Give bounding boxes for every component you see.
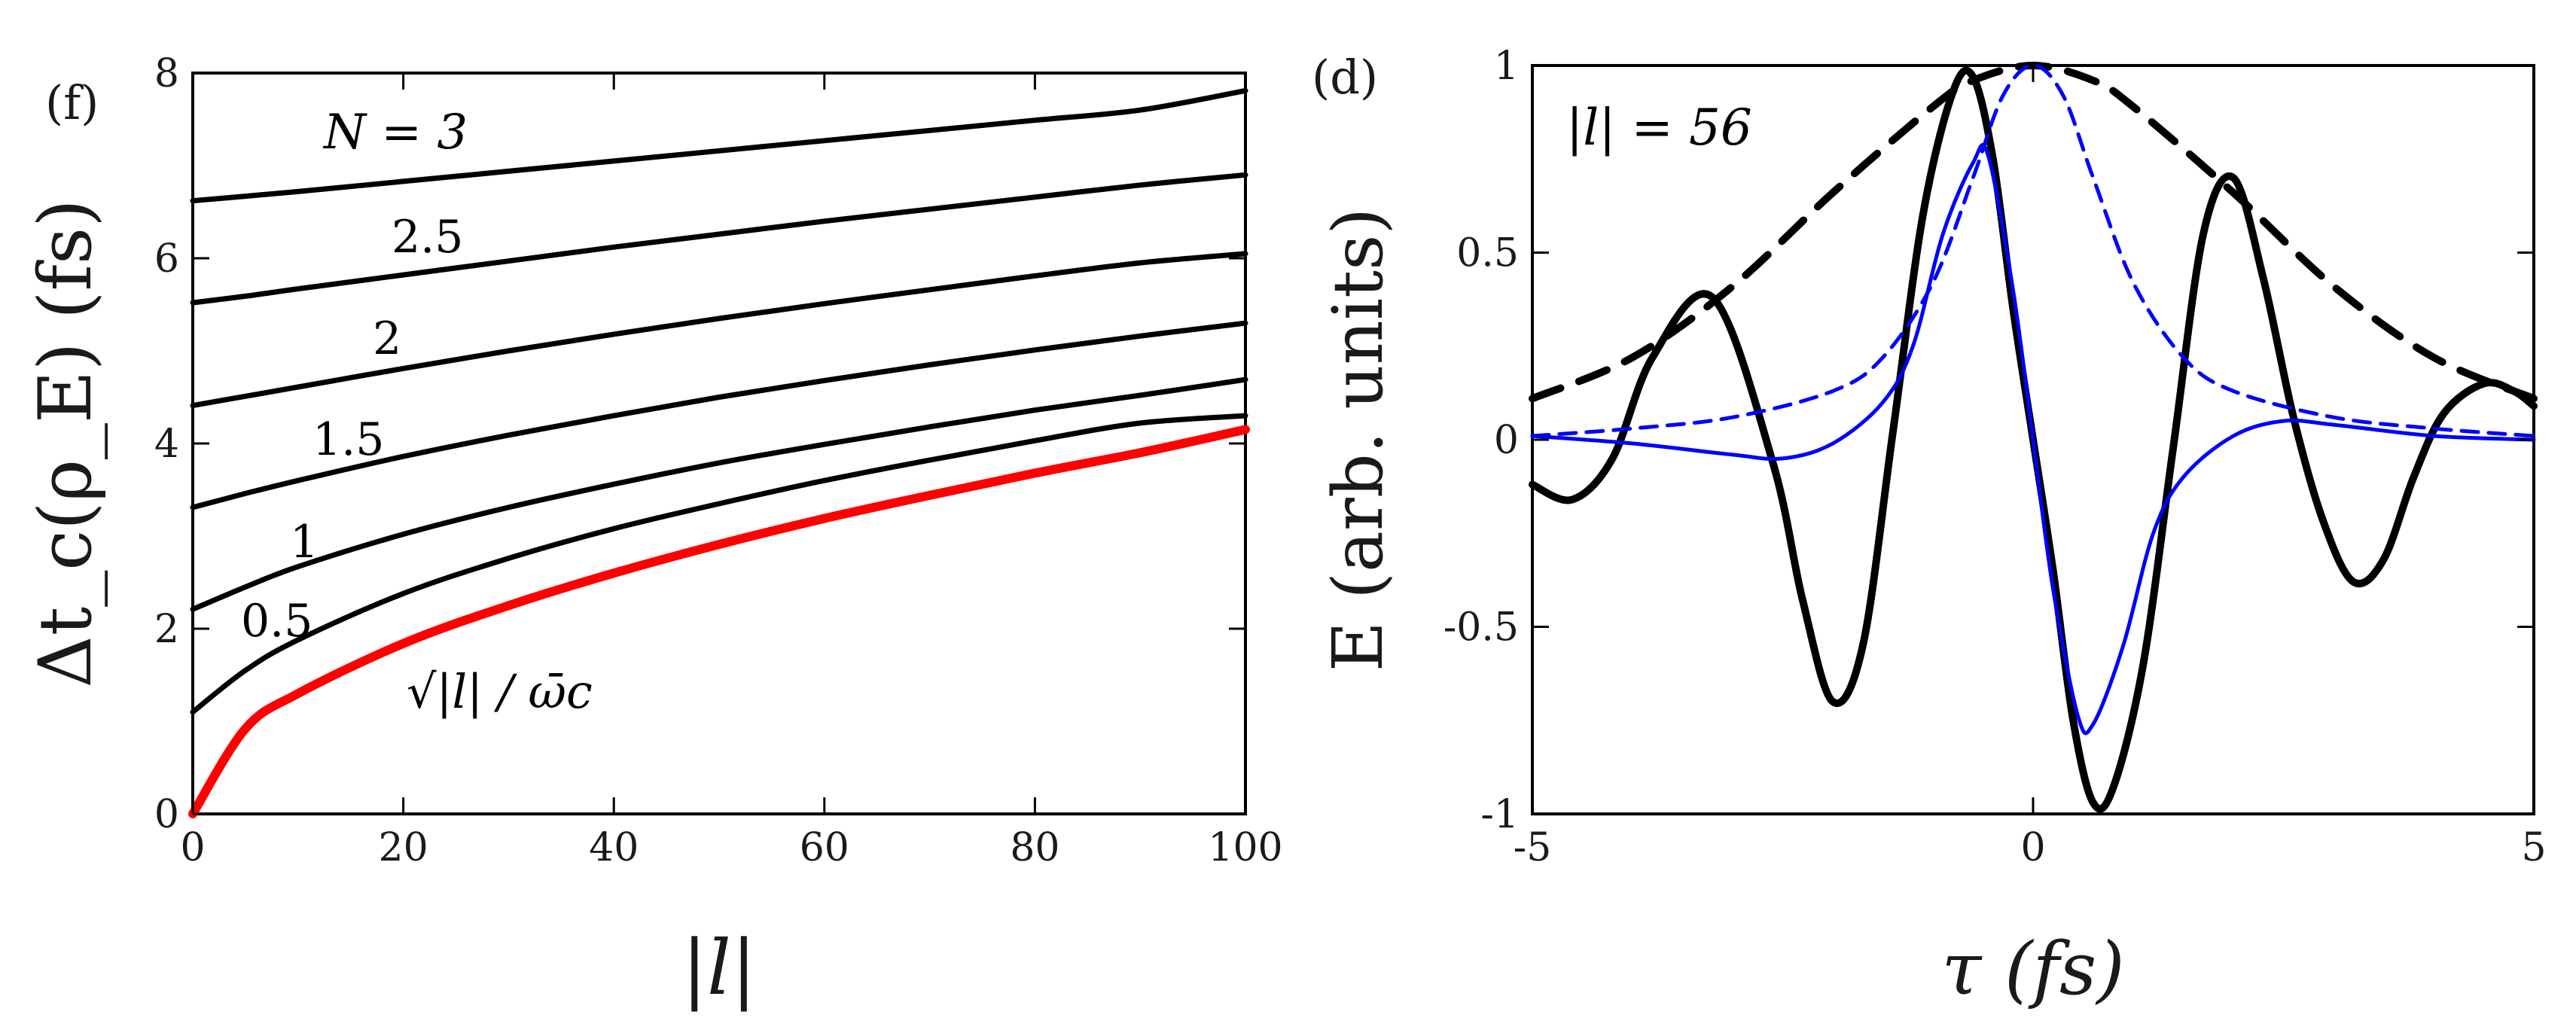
left-series-line-3 [190, 320, 1248, 510]
left-series-line-0 [190, 87, 1248, 204]
left-y-tick-label: 6 [154, 236, 179, 282]
right-x-axis-label: τ (fs) [1941, 927, 2124, 1011]
right-y-tick-label: 1 [1494, 44, 1519, 89]
left-y-tick-label: 4 [154, 422, 179, 467]
left-x-tick-label: 80 [1010, 825, 1059, 870]
right-y-tick-label: 0.5 [1456, 231, 1519, 276]
left-y-tick-label: 2 [154, 607, 179, 652]
right-y-tick-label: 0 [1494, 418, 1519, 463]
right-x-tick-label: 5 [2521, 825, 2546, 870]
series-label-n1-5: 1.5 [312, 413, 384, 466]
left-x-tick-label: 100 [1208, 825, 1282, 870]
series-label-n2-5: 2.5 [392, 211, 463, 264]
right-series-line-0 [1529, 66, 2538, 813]
left-series-group [188, 87, 1250, 818]
left-series-line-4 [190, 376, 1248, 612]
left-series-line-5 [190, 413, 1248, 715]
left-series-line-1 [190, 172, 1248, 306]
left-y-tick-label: 8 [154, 51, 179, 96]
right-series-line-3 [1530, 63, 2536, 438]
left-x-tick-label: 40 [589, 825, 639, 870]
right-x-tick-label: 0 [2020, 825, 2045, 870]
series-label-n1: 1 [290, 516, 319, 568]
right-annotation: |l| = 56 [1566, 99, 1752, 157]
series-label-n2: 2 [373, 312, 401, 365]
left-x-tick-label: 20 [379, 825, 428, 870]
left-y-axis-label: Δt_c(ρ_E) (fs) [23, 199, 108, 687]
right-series-line-2 [1530, 142, 2536, 736]
left-y-tick-label: 0 [154, 792, 179, 837]
right-y-tick-label: -0.5 [1443, 605, 1519, 651]
left-panel-label: (f) [45, 75, 99, 130]
left-x-tick-label: 60 [800, 825, 849, 870]
left-x-axis-label: |l| [681, 924, 756, 1012]
left-series-line-2 [190, 251, 1248, 409]
series-label-n0-5: 0.5 [241, 595, 312, 648]
right-y-tick-label: -1 [1480, 792, 1519, 837]
series-label-n3: N = 3 [322, 105, 468, 160]
right-x-tick-label: -5 [1514, 825, 1552, 870]
right-y-axis-label: E (arb. units) [1318, 208, 1398, 672]
right-panel-label: (d) [1312, 50, 1378, 105]
right-series-group [1529, 62, 2538, 813]
series-label-sqrt: √|l| / ω̄c [407, 664, 593, 719]
left-x-tick-label: 0 [180, 825, 205, 870]
left-series-line-6 [188, 425, 1250, 818]
left-ticks-group: 0 20 40 60 80 100 0 2 4 6 8 [154, 51, 1283, 870]
right-ticks-group: -5 0 5 -1 -0.5 0 0.5 1 [1443, 44, 2547, 870]
